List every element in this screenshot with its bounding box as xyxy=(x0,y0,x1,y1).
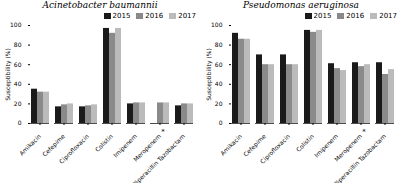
svg-text:20: 20 xyxy=(215,100,223,107)
html-text:2015: 2015 xyxy=(112,12,131,20)
html-text:Acinetobacter baumannii: Acinetobacter baumannii xyxy=(42,0,158,10)
svg-text:100: 100 xyxy=(10,21,22,28)
svg-text:Colistin: Colistin xyxy=(93,132,114,153)
svg-text:80: 80 xyxy=(215,41,223,48)
svg-text:40: 40 xyxy=(215,80,223,87)
svg-text:80: 80 xyxy=(14,41,22,48)
svg-text:Susceptibility (%): Susceptibility (%) xyxy=(4,48,12,101)
svg-text:60: 60 xyxy=(14,61,22,68)
html-text:2017: 2017 xyxy=(379,12,397,20)
html-text:2016: 2016 xyxy=(145,12,164,20)
svg-text:*: * xyxy=(362,128,366,136)
svg-text:60: 60 xyxy=(215,61,223,68)
html-text:2017: 2017 xyxy=(178,12,196,20)
html-text:Pseudomonas aeruginosa: Pseudomonas aeruginosa xyxy=(243,0,359,10)
svg-text:0: 0 xyxy=(219,119,223,126)
svg-text:Ciprofloxacin: Ciprofloxacin xyxy=(58,132,91,165)
html-text:2015: 2015 xyxy=(313,12,332,20)
svg-text:Piperacillin Tazobactam: Piperacillin Tazobactam xyxy=(131,132,186,183)
svg-text:40: 40 xyxy=(14,80,22,87)
svg-text:Cefepime: Cefepime xyxy=(241,132,268,158)
svg-text:Ciprofloxacin: Ciprofloxacin xyxy=(259,132,292,165)
svg-text:100: 100 xyxy=(211,21,223,28)
svg-text:Cefepime: Cefepime xyxy=(40,132,67,158)
svg-text:Susceptibility (%): Susceptibility (%) xyxy=(205,48,213,101)
svg-text:Piperacillin Tazobactam: Piperacillin Tazobactam xyxy=(332,132,387,183)
svg-text:Colistin: Colistin xyxy=(294,132,315,153)
svg-text:Amikacin: Amikacin xyxy=(18,132,42,156)
svg-text:Imipenem: Imipenem xyxy=(312,132,340,159)
svg-text:Amikacin: Amikacin xyxy=(219,132,243,156)
svg-text:*: * xyxy=(161,128,165,136)
svg-text:Meropenem: Meropenem xyxy=(131,132,163,163)
svg-text:Meropenem: Meropenem xyxy=(332,132,364,163)
svg-text:Imipenem: Imipenem xyxy=(111,132,139,159)
html-text:2016: 2016 xyxy=(346,12,365,20)
svg-text:20: 20 xyxy=(14,100,22,107)
svg-text:0: 0 xyxy=(18,119,22,126)
